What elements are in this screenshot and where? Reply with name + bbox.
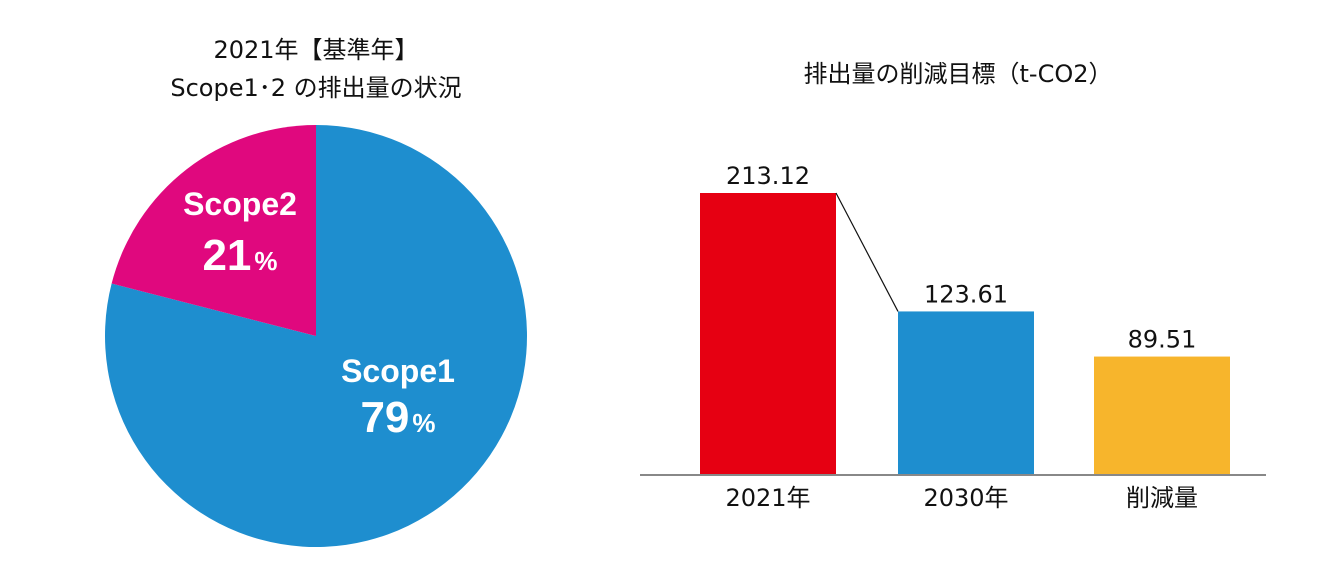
bar-category-label-1: 2030年 xyxy=(923,484,1008,512)
pie-slice-value-scope2: 21% xyxy=(202,231,277,280)
bar-0 xyxy=(700,193,836,475)
pie-title-line-2: Scope1･2 の排出量の状況 xyxy=(170,74,461,102)
pie-slice-name-scope1: Scope1 xyxy=(341,353,455,389)
bar-value-label-1: 123.61 xyxy=(924,280,1008,308)
bar-connector-line xyxy=(835,192,899,312)
bar-2 xyxy=(1094,356,1230,475)
pie-slices xyxy=(105,124,528,547)
pie-title-line-1: 2021年【基準年】 xyxy=(213,36,418,64)
bar-chart-title: 排出量の削減目標（t-CO2） xyxy=(804,60,1113,88)
pie-labels: Scope1 79 % Scope2 21% xyxy=(183,186,455,442)
pie-slice-value-scope1: 79% xyxy=(360,393,435,442)
bar-value-label-2: 89.51 xyxy=(1128,326,1197,354)
bars xyxy=(700,192,1230,475)
bar-value-label-0: 213.12 xyxy=(726,162,810,190)
bar-category-label-0: 2021年 xyxy=(725,484,810,512)
pie-slice-scope2 xyxy=(111,124,316,336)
bar-category-label-2: 削減量 xyxy=(1126,484,1198,512)
bar-value-labels: 213.12 123.61 89.51 xyxy=(726,162,1196,354)
bar-category-labels: 2021年 2030年 削減量 xyxy=(725,484,1198,512)
bar-1 xyxy=(898,311,1034,475)
pie-slice-scope1 xyxy=(105,124,528,547)
pie-slice-name-scope2: Scope2 xyxy=(183,186,297,222)
